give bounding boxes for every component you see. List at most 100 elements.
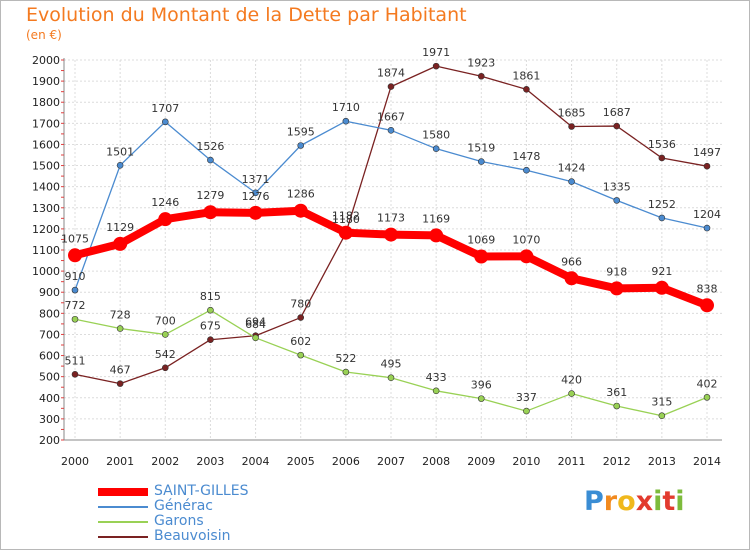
x-tick-label: 2001 [106,455,134,468]
data-label: 1129 [106,221,134,234]
data-label: 918 [606,265,627,278]
data-label: 1519 [467,142,495,155]
data-label: 1246 [151,196,179,209]
legend-label: Garons [154,513,204,529]
data-point [207,306,214,314]
y-tick-label: 900 [39,286,60,299]
data-label: 522 [335,352,356,365]
data-label: 1923 [467,56,495,69]
chart-unit: (en €) [26,28,62,42]
y-tick-label: 400 [39,392,60,405]
data-label: 1874 [377,67,405,80]
data-label: 1424 [558,162,586,175]
x-tick-label: 2010 [512,455,540,468]
data-point [161,364,169,372]
logo-letter: i [675,486,685,517]
data-label: 1279 [196,189,224,202]
data-point [161,118,169,126]
x-tick-label: 2004 [242,455,270,468]
y-tick-label: 1000 [32,265,60,278]
logo-letter: i [653,486,663,517]
logo-letter: P [584,486,604,517]
data-point [203,205,218,220]
data-point [477,158,485,165]
data-point [568,390,575,397]
data-point [293,203,308,218]
y-tick-label: 1300 [32,202,60,215]
data-label: 1204 [693,208,721,221]
data-point [207,156,214,164]
logo-letter: o [617,486,636,517]
logo-letter: t [662,486,676,517]
data-label: 1497 [693,146,721,159]
data-label: 402 [697,377,718,390]
data-point [387,374,395,382]
data-label: 315 [651,396,672,409]
data-label: 1971 [422,46,450,59]
y-tick-label: 1800 [32,96,60,109]
data-label: 1710 [332,101,360,114]
data-point [474,249,489,264]
data-point [207,336,214,344]
data-label: 966 [561,255,582,268]
data-point [613,197,621,204]
data-point [71,315,79,323]
data-label: 772 [65,299,86,312]
data-point [158,212,173,227]
data-point [252,189,259,197]
data-point [477,72,485,80]
x-tick-label: 2012 [603,455,631,468]
data-label: 1687 [603,106,631,119]
data-label: 838 [697,282,718,295]
data-label: 1478 [512,150,540,163]
data-point [654,280,669,295]
legend-swatch [98,521,148,523]
data-point [523,86,530,93]
data-label: 1173 [377,212,405,225]
data-point [432,145,440,152]
data-point [613,122,621,130]
data-label: 921 [651,265,672,278]
legend-swatch [98,506,148,508]
data-label: 1861 [512,69,540,82]
data-label: 1335 [603,180,631,193]
data-label: 700 [155,314,176,327]
data-label: 1501 [106,145,134,158]
y-tick-label: 1500 [32,160,60,173]
y-tick-label: 600 [39,350,60,363]
data-point [658,214,666,222]
data-label: 910 [65,270,86,283]
data-label: 495 [381,358,402,371]
x-tick-label: 2005 [287,455,315,468]
data-point [703,394,711,401]
data-label: 1070 [512,233,540,246]
data-label: 361 [606,386,627,399]
data-point [429,228,444,243]
data-point [700,298,714,313]
data-point [71,286,79,294]
data-label: 1169 [422,212,450,225]
data-point [613,402,621,410]
data-label: 1707 [151,102,179,115]
data-point [387,83,395,90]
data-point [342,117,350,125]
data-point [523,407,530,415]
data-label: 1536 [648,138,676,151]
x-tick-label: 2000 [61,455,89,468]
data-point [432,387,440,395]
data-label: 337 [516,391,537,404]
data-label: 675 [200,320,221,333]
data-point [116,325,124,332]
data-point [703,162,711,170]
data-point [161,331,169,338]
data-point [297,142,305,149]
data-point [71,371,79,378]
series-layer [68,62,714,420]
x-tick-label: 2014 [693,455,721,468]
data-point [568,123,575,130]
data-label: 1075 [61,232,89,245]
data-label: 433 [426,371,447,384]
data-label: 1595 [287,126,315,139]
